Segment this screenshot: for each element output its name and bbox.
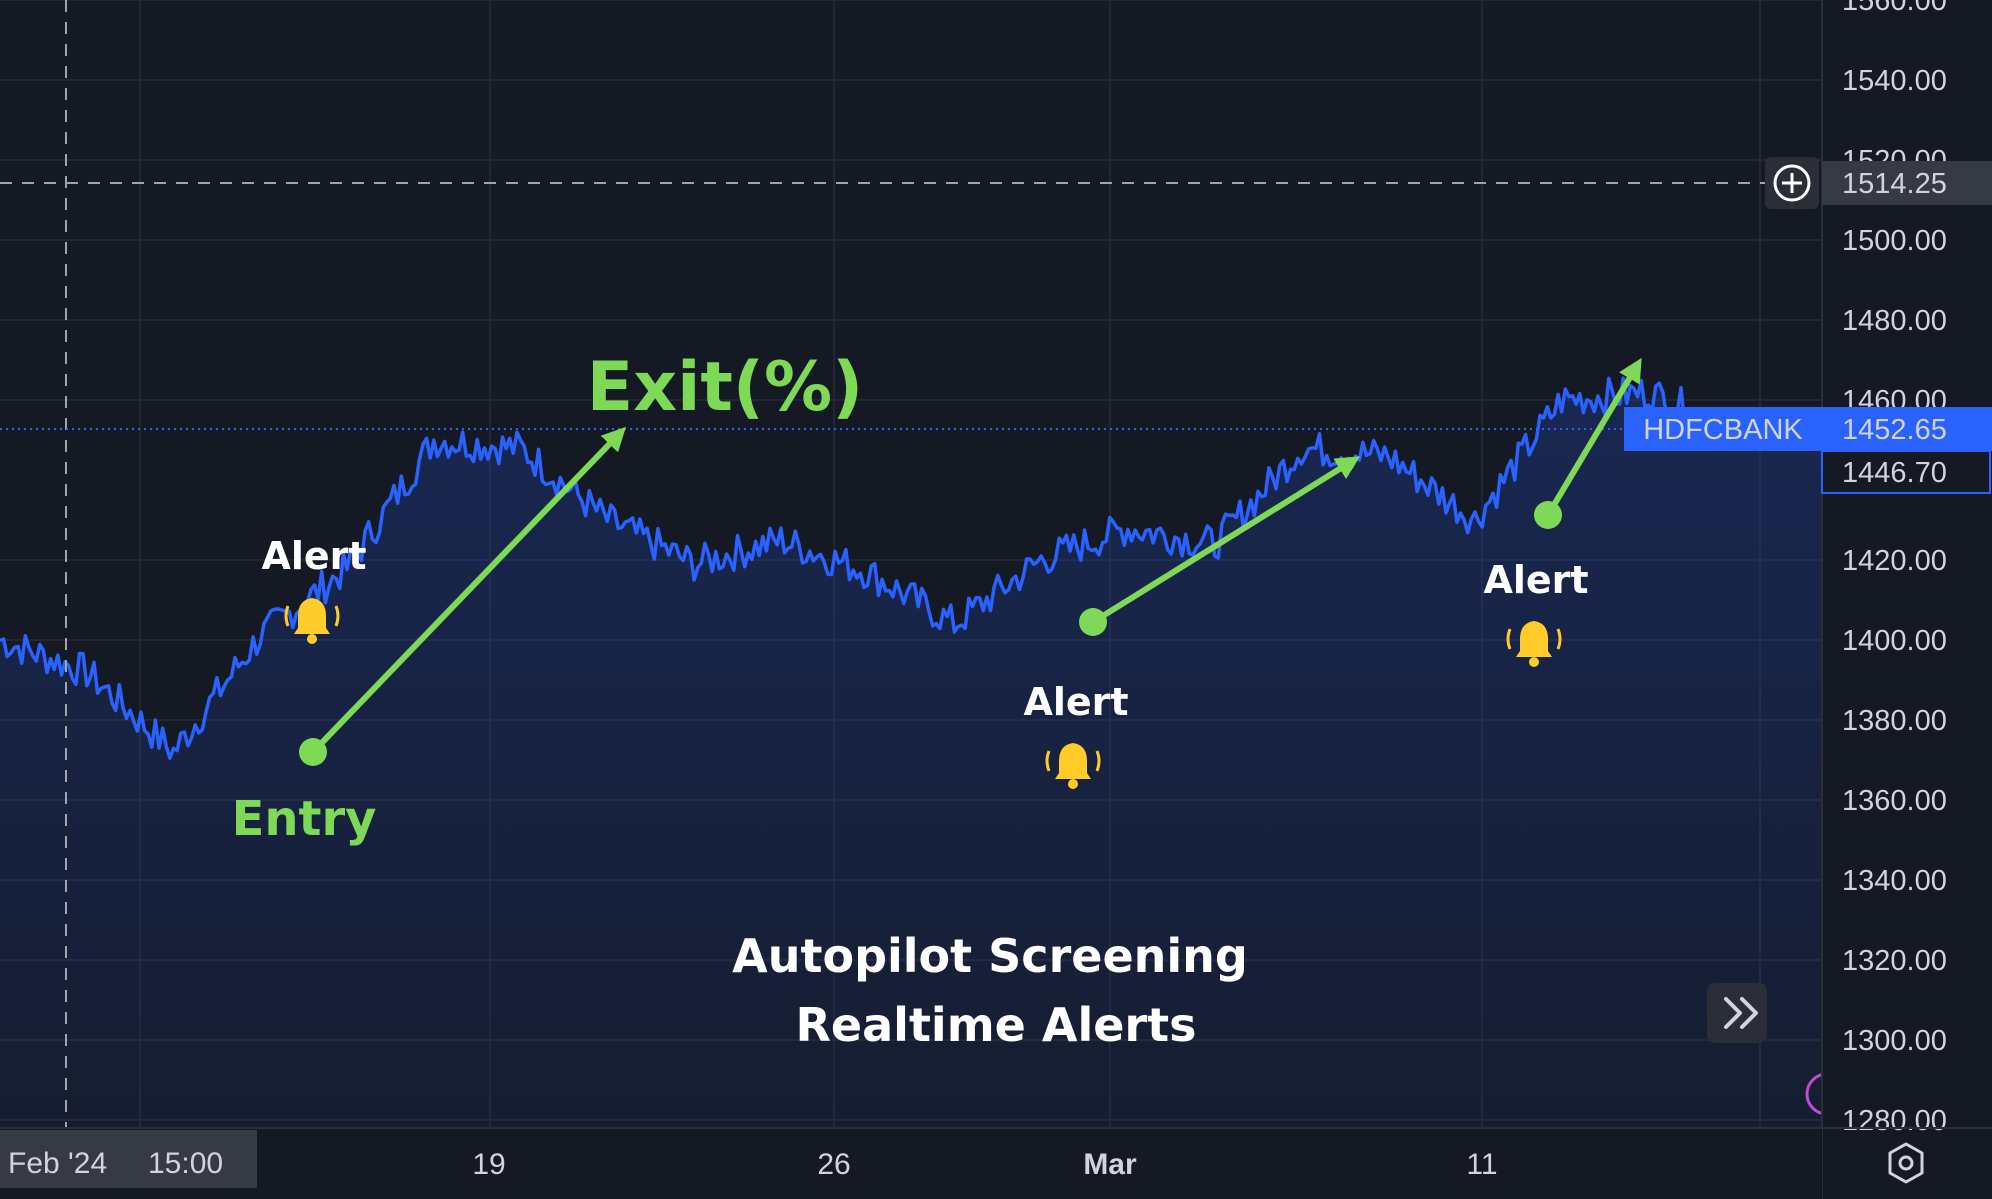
price-tick-label: 1560.00 [1842, 0, 1947, 17]
price-tick-label: 1300.00 [1842, 1025, 1947, 1057]
secondary-price-badge [1821, 450, 1991, 494]
exit-label: Exit(%) [587, 348, 863, 427]
bell-icon [1506, 621, 1562, 667]
alert-point-3 [1534, 501, 1562, 529]
price-tick-label: 1380.00 [1842, 705, 1947, 737]
crosshair-add-button[interactable] [1765, 157, 1819, 209]
crosshair-time-time: 15:00 [148, 1147, 223, 1180]
entry-point [299, 738, 327, 766]
time-tick-label: 11 [1466, 1148, 1497, 1181]
arrow-alert3 [1545, 357, 1642, 518]
alert-label-1: Alert [261, 534, 366, 578]
arrow-alert2 [1090, 456, 1361, 625]
alert-point-2 [1079, 608, 1107, 636]
price-tick-label: 1400.00 [1842, 625, 1947, 657]
symbol-badge [1624, 407, 1822, 451]
price-tick-label: 1320.00 [1842, 945, 1947, 977]
price-tick-label: 1360.00 [1842, 785, 1947, 817]
time-scale[interactable] [0, 1128, 1822, 1199]
bell-icon [284, 598, 340, 644]
double-chevron-right-icon [1724, 997, 1758, 1029]
price-area-fill [0, 378, 1822, 1128]
crosshair-time-badge [0, 1130, 257, 1188]
price-tick-label: 1540.00 [1842, 65, 1947, 97]
entry-label: Entry [232, 791, 377, 847]
price-tick-label: 1280.00 [1842, 1105, 1947, 1137]
last-price-value: 1452.65 [1842, 414, 1947, 446]
scroll-to-realtime-button[interactable] [1707, 983, 1767, 1043]
caption-line-2: Realtime Alerts [796, 998, 1197, 1052]
settings-icon[interactable] [1888, 1142, 1924, 1184]
crosshair-price-value: 1514.25 [1842, 168, 1947, 200]
annotation-arrows [310, 357, 1642, 755]
bell-icon [1045, 743, 1101, 789]
alert-label-2: Alert [1023, 680, 1128, 724]
crosshair-time-date: Feb '24 [8, 1147, 107, 1180]
symbol-label: HDFCBANK [1643, 414, 1803, 446]
time-tick-label: 26 [817, 1148, 850, 1181]
price-tick-label: 1340.00 [1842, 865, 1947, 897]
arrow-entry-exit [310, 426, 626, 755]
time-tick-label: Mar [1083, 1148, 1137, 1181]
price-tick-label: 1500.00 [1842, 225, 1947, 257]
time-scale-ticks: 19 26 Mar 11 [472, 1148, 1497, 1181]
caption-line-1: Autopilot Screening [732, 929, 1248, 983]
price-tick-label: 1480.00 [1842, 305, 1947, 337]
plus-circle-icon [1773, 164, 1811, 202]
price-scale-ticks: 1560.001540.001520.001500.001480.001460.… [1842, 0, 1947, 1137]
price-tick-label: 1420.00 [1842, 545, 1947, 577]
time-tick-label: 19 [472, 1148, 505, 1181]
secondary-price-value: 1446.70 [1842, 457, 1947, 489]
last-price-badge [1822, 407, 1992, 451]
alert-label-3: Alert [1483, 558, 1588, 602]
crosshair-price-badge [1822, 161, 1992, 205]
